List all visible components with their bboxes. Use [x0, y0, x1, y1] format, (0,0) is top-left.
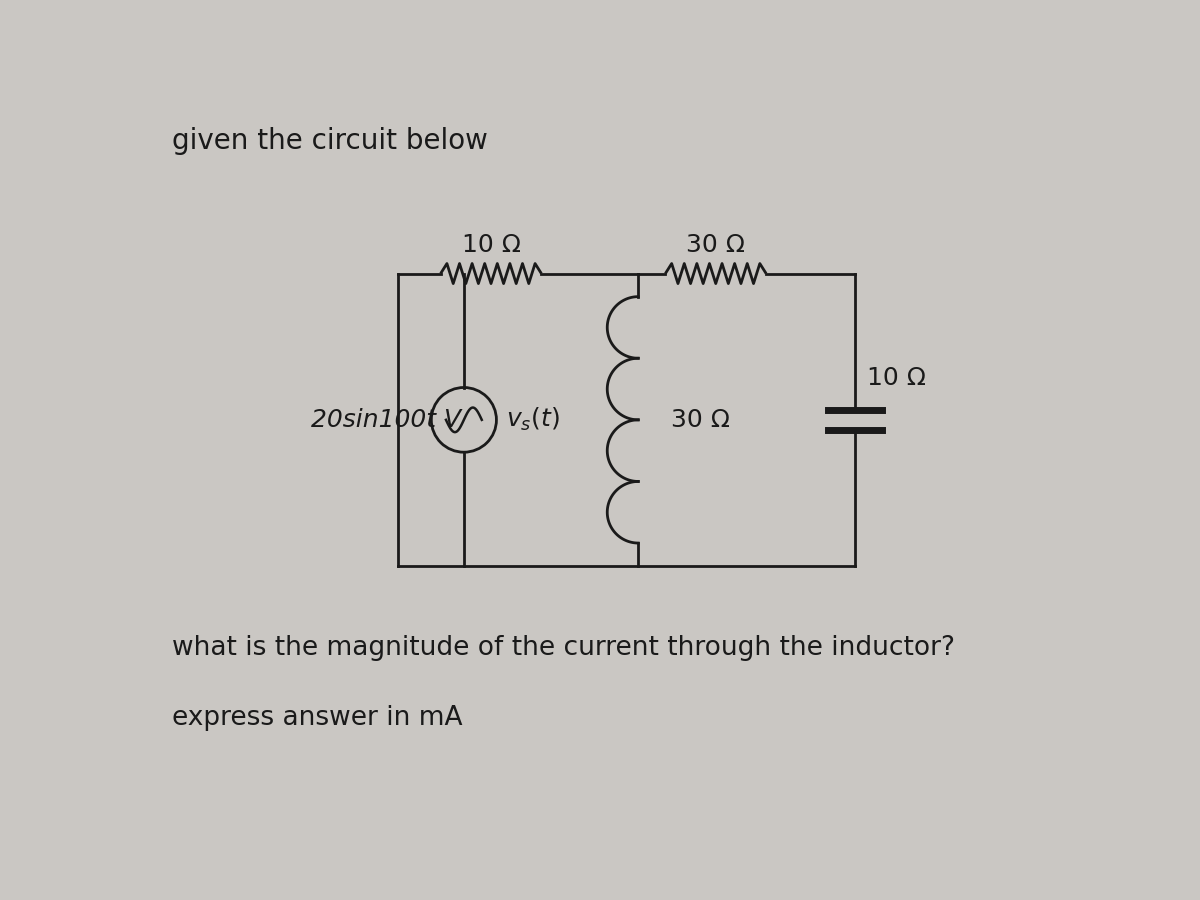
Text: 20sin100t V: 20sin100t V [311, 408, 461, 432]
Text: 10 Ω: 10 Ω [462, 232, 521, 256]
Text: $v_s(t)$: $v_s(t)$ [505, 406, 559, 434]
Text: express answer in mA: express answer in mA [172, 705, 462, 731]
Text: given the circuit below: given the circuit below [172, 127, 487, 155]
Text: 30 Ω: 30 Ω [671, 408, 730, 432]
Text: 10 Ω: 10 Ω [866, 365, 926, 390]
Text: what is the magnitude of the current through the inductor?: what is the magnitude of the current thr… [172, 635, 955, 662]
Text: 30 Ω: 30 Ω [686, 232, 745, 256]
